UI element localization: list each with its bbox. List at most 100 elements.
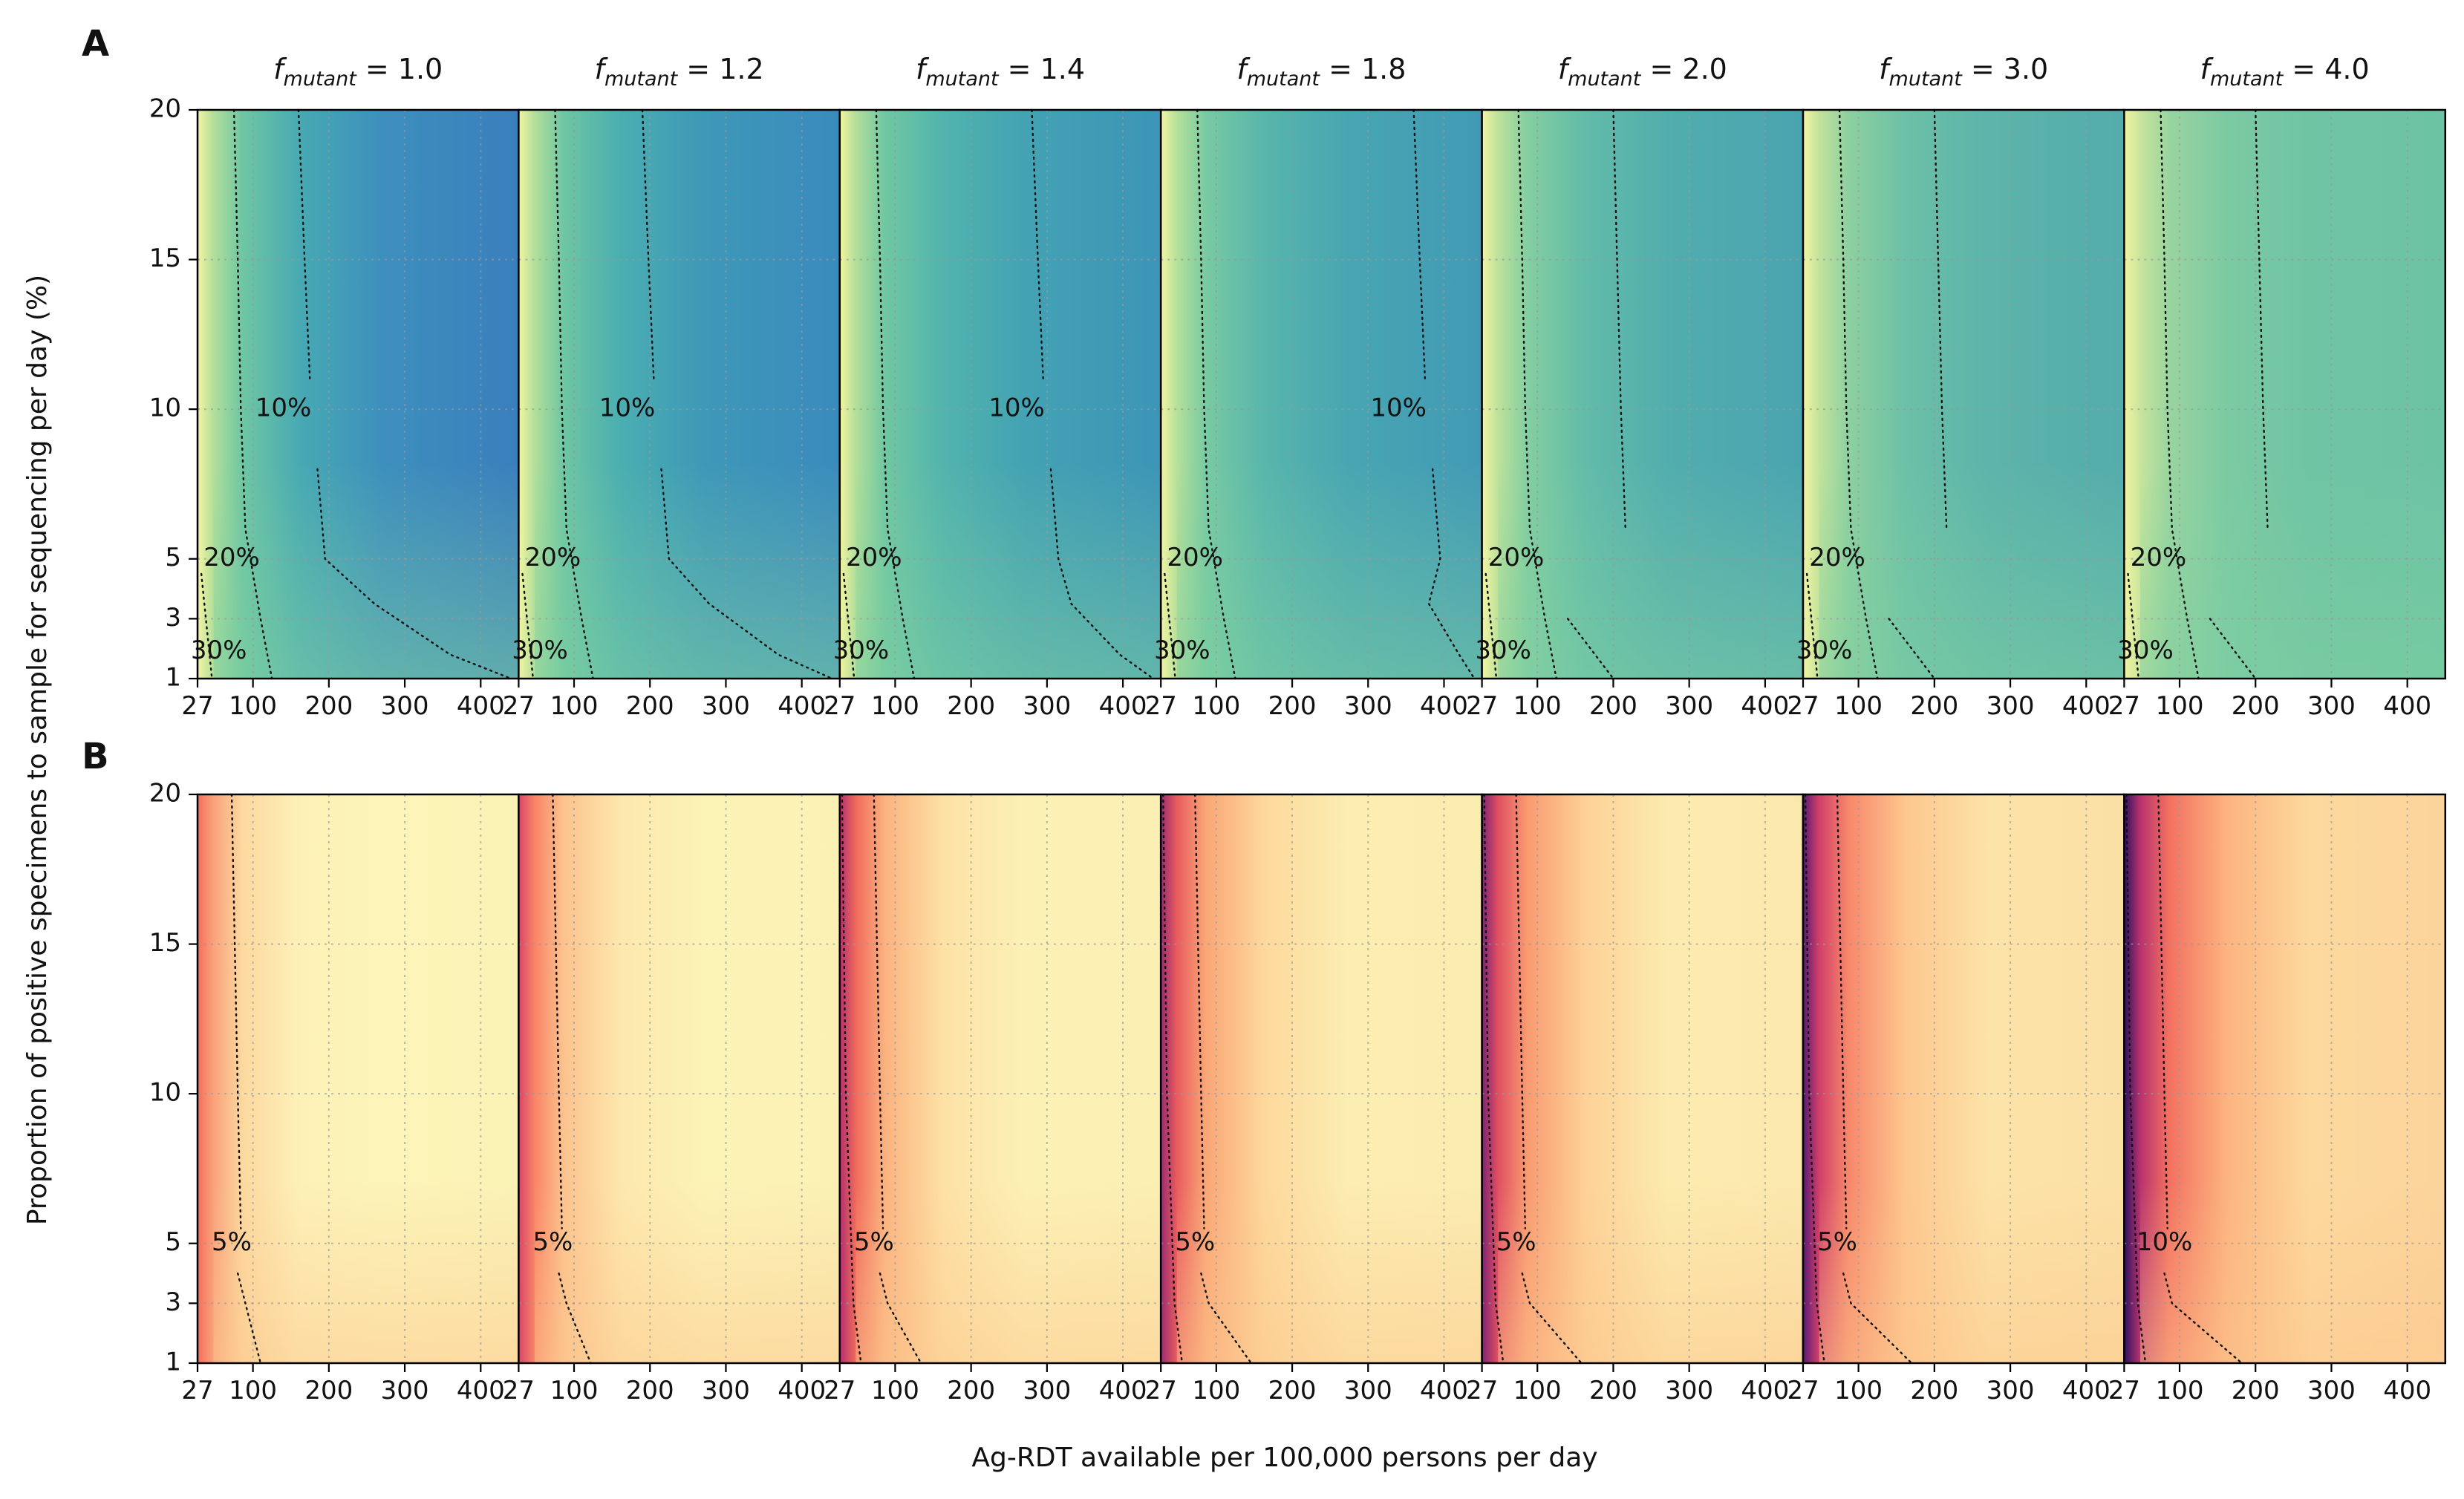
contour-line (521, 572, 535, 680)
contour-line (879, 1272, 922, 1365)
x-tick-label: 200 (2232, 691, 2280, 721)
x-tick-label: 200 (1910, 1376, 1958, 1405)
x-tick-label: 100 (2156, 1376, 2204, 1405)
x-tick-label: 200 (304, 1376, 353, 1405)
contour-label: 30% (2117, 636, 2174, 665)
contour-line (841, 793, 862, 1365)
contour-line (1521, 1272, 1583, 1365)
contour-line (1842, 1272, 1913, 1365)
contour-label: 10% (599, 393, 656, 423)
heatmap-shade (1498, 110, 1803, 679)
x-tick-label: 400 (778, 1376, 826, 1405)
x-tick-label: 200 (2232, 1376, 2280, 1405)
heatmap-shade (2140, 110, 2445, 679)
heatmap-panel-a-3: 10% 20% 30% 27 100 200 300 400 fmutant = 1.4 (824, 53, 1162, 721)
contour-label: 30% (512, 636, 568, 665)
contour-label: 5% (1817, 1227, 1857, 1257)
x-tick-label: 27 (1145, 1376, 1177, 1405)
contour-line (1200, 1272, 1253, 1365)
title-subscript: mutant (1889, 68, 1963, 91)
heatmap-panel-b-2: 5% 27 100 200 300 400 (503, 793, 841, 1405)
contour-label: 30% (833, 636, 890, 665)
contour-line (1427, 468, 1476, 680)
y-tick-label: 3 (165, 1287, 181, 1317)
y-axis-label: Proportion of positive specimens to samp… (22, 275, 53, 1225)
heatmap-shade (855, 794, 1161, 1363)
x-tick-label: 300 (1986, 691, 2035, 721)
contour-label: 5% (532, 1227, 573, 1257)
y-tick-label: 15 (149, 244, 181, 273)
contour-line (2209, 618, 2257, 680)
contour-label: 20% (203, 543, 260, 572)
subplot-title: fmutant = 2.0 (1558, 53, 1727, 91)
heatmap-panel-b-4: 5% 27 100 200 300 400 (1145, 793, 1483, 1405)
contour-label: 20% (1167, 543, 1223, 572)
contour-line (2127, 572, 2140, 680)
contour-line (842, 572, 855, 680)
x-tick-label: 400 (457, 691, 505, 721)
x-tick-label: 200 (304, 691, 353, 721)
panel-label-a: A (82, 23, 109, 65)
x-tick-label: 27 (181, 1376, 213, 1405)
contour-label: 20% (846, 543, 902, 572)
contour-label: 20% (1488, 543, 1545, 572)
title-sep: = (999, 53, 1040, 85)
contour-label: 5% (212, 1227, 252, 1257)
contour-label: 5% (1175, 1227, 1215, 1257)
x-tick-label: 400 (2383, 1376, 2431, 1405)
title-sep: = (2283, 53, 2324, 85)
x-tick-label: 100 (1834, 691, 1883, 721)
x-tick-label: 400 (2062, 1376, 2111, 1405)
contour-line (232, 108, 273, 680)
contour-line (2163, 1272, 2243, 1365)
contour-line (200, 572, 213, 680)
x-tick-label: 200 (1268, 1376, 1317, 1405)
heatmap-shade (535, 110, 840, 679)
heatmap-shade (1176, 110, 1482, 679)
x-tick-label: 100 (550, 1376, 599, 1405)
x-tick-label: 400 (1099, 1376, 1147, 1405)
contour-label: 30% (1796, 636, 1853, 665)
x-tick-label: 27 (1145, 691, 1177, 721)
heatmap-panel-b-1: 5% 27 100 200 300 400 1 3 5 10 15 20 (149, 779, 520, 1405)
heatmap-panel-a-4: 10% 20% 30% 27 100 200 300 400 fmutant = 1.8 (1145, 53, 1483, 721)
axes-frame (2123, 793, 2447, 1365)
contour-line (1805, 572, 1819, 680)
title-subscript: mutant (925, 68, 1000, 91)
heatmap-shade (1819, 110, 2125, 679)
y-tick-label: 3 (165, 603, 181, 633)
heatmap-panel-b-6: 5% 27 100 200 300 400 (1787, 793, 2125, 1405)
row-a-heatmaps: 10% 20% 30% 27 100 200 300 400 1 3 5 10 15 20 fmutant … (149, 53, 2447, 721)
y-tick-label: 5 (165, 543, 181, 572)
contour-label: 20% (2131, 543, 2187, 572)
x-tick-label: 200 (626, 691, 674, 721)
contour-line (1412, 108, 1427, 381)
y-tick-label: 20 (149, 94, 181, 124)
title-value: 1.8 (1361, 53, 1406, 85)
subplot-title: fmutant = 1.0 (273, 53, 443, 91)
x-tick-label: 400 (2383, 691, 2431, 721)
contour-label: 30% (1475, 636, 1531, 665)
heatmap-panel-b-3: 5% 27 100 200 300 400 (824, 793, 1162, 1405)
axes-frame (2123, 108, 2447, 680)
x-tick-label: 100 (871, 1376, 919, 1405)
row-b-heatmaps: 5% 27 100 200 300 400 1 3 5 10 15 20 5% 27 100 200 300 40… (149, 779, 2447, 1405)
x-tick-label: 300 (2307, 691, 2356, 721)
title-sep: = (1640, 53, 1682, 85)
title-sep: = (1962, 53, 2004, 85)
panel-label-b: B (82, 736, 109, 777)
contour-line (1566, 618, 1614, 680)
x-tick-label: 100 (229, 1376, 277, 1405)
title-sep: = (1320, 53, 1361, 85)
x-tick-label: 300 (2307, 1376, 2356, 1405)
title-subscript: mutant (1247, 68, 1321, 91)
x-tick-label: 200 (1589, 1376, 1637, 1405)
x-tick-label: 400 (1420, 691, 1468, 721)
heatmap-shade (2140, 794, 2445, 1363)
contour-line (1517, 108, 1557, 680)
y-tick-label: 10 (149, 393, 181, 423)
x-tick-label: 27 (824, 1376, 855, 1405)
subplot-title: fmutant = 1.2 (595, 53, 764, 91)
contour-label: 5% (854, 1227, 894, 1257)
